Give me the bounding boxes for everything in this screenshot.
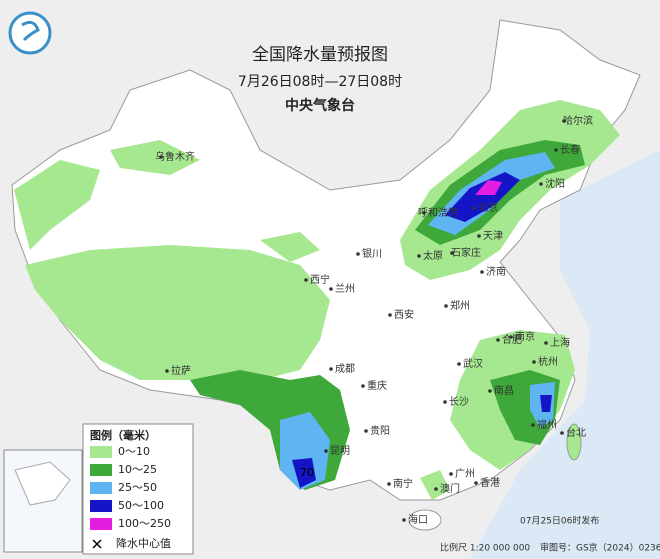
logo	[8, 11, 52, 55]
city-dot	[562, 119, 566, 123]
city-dot	[444, 304, 448, 308]
city-label: 长春	[560, 144, 580, 156]
city-dot	[304, 278, 308, 282]
city-label: 乌鲁木齐	[155, 150, 195, 163]
city-dot	[554, 148, 558, 152]
city-dot	[539, 182, 543, 186]
city-dot	[560, 431, 564, 435]
city-dot	[324, 449, 328, 453]
legend-swatch	[90, 500, 112, 512]
city-label: 太原	[423, 249, 443, 262]
city-label: 台北	[566, 426, 586, 439]
city-dot	[364, 429, 368, 433]
city-dot	[496, 338, 500, 342]
city-dot	[474, 481, 478, 485]
license: 审图号：GS京（2024）0236号	[540, 542, 660, 554]
inset-land	[14, 461, 71, 506]
city-dot	[388, 313, 392, 317]
city-label: 杭州	[538, 355, 558, 368]
city-label: 石家庄	[451, 246, 481, 259]
city-label: 郑州	[450, 299, 470, 312]
city-dot	[480, 270, 484, 274]
city-label: 南京	[515, 330, 535, 343]
city-label: 沈阳	[545, 177, 565, 190]
city-label: 天津	[483, 230, 503, 242]
legend-label: 0～10	[118, 445, 150, 458]
city-label: 银川	[362, 247, 382, 260]
legend-label: 50～100	[118, 499, 164, 512]
city-dot	[165, 369, 169, 373]
legend: 图例（毫米） 降水中心值 0～10 10～25 25～50 50～100 100～250	[82, 423, 194, 555]
city-label: 南宁	[393, 477, 413, 490]
city-dot	[159, 155, 163, 159]
city-label: 拉萨	[171, 364, 191, 377]
city-label: 哈尔滨	[563, 114, 593, 127]
city-label: 西宁	[310, 273, 330, 286]
logo-mark	[21, 20, 40, 42]
city-dot	[477, 234, 481, 238]
map-period: 7月26日08时—27日08时	[238, 74, 402, 90]
city-dot	[422, 211, 426, 215]
map-title: 全国降水量预报图	[252, 45, 388, 65]
city-label: 呼和浩特	[418, 207, 458, 219]
city-label: 西安	[394, 308, 414, 321]
city-label: 武汉	[463, 357, 483, 370]
legend-swatch	[90, 518, 112, 530]
legend-label: 10～25	[118, 463, 157, 476]
city-dot	[329, 367, 333, 371]
city-label: 兰州	[335, 282, 355, 295]
legend-swatch	[90, 482, 112, 494]
city-dot	[450, 251, 454, 255]
city-dot	[402, 518, 406, 522]
city-dot	[387, 482, 391, 486]
city-label: 成都	[335, 363, 355, 375]
city-dot	[443, 400, 447, 404]
city-label: 南昌	[494, 384, 514, 397]
city-dot	[532, 360, 536, 364]
city-dot	[457, 362, 461, 366]
legend-label: 25～50	[118, 481, 157, 494]
center-value: 70	[300, 466, 314, 479]
city-label: 上海	[550, 336, 570, 349]
city-label: 广州	[455, 468, 475, 480]
city-label: 北京	[478, 201, 498, 214]
city-label: 长沙	[449, 396, 469, 408]
legend-label: 100～250	[118, 517, 171, 530]
city-label: 合肥	[502, 333, 522, 346]
city-dot	[488, 389, 492, 393]
city-dot	[531, 423, 535, 427]
city-label: 澳门	[440, 482, 460, 495]
legend-box	[82, 423, 194, 555]
city-dot	[472, 206, 476, 210]
city-dot	[449, 472, 453, 476]
city-label: 昆明	[330, 445, 350, 457]
sea	[470, 150, 660, 559]
city-dot	[544, 341, 548, 345]
legend-center-label: 降水中心值	[116, 536, 171, 550]
city-dot	[417, 254, 421, 258]
city-label: 香港	[480, 477, 500, 489]
city-dot	[329, 287, 333, 291]
city-dot	[434, 487, 438, 491]
rain-areas	[14, 100, 620, 500]
city-dot	[356, 252, 360, 256]
city-dot	[509, 335, 513, 339]
city-label: 济南	[486, 265, 506, 278]
city-label: 重庆	[367, 379, 387, 392]
legend-swatch	[90, 464, 112, 476]
center-symbol	[92, 539, 102, 549]
legend-title: 图例（毫米）	[90, 428, 156, 442]
taiwan	[566, 423, 582, 461]
city-dot	[361, 384, 365, 388]
city-label: 福州	[537, 418, 557, 431]
scale: 比例尺 1:20 000 000	[440, 542, 530, 554]
map-issuer: 中央气象台	[285, 97, 355, 114]
city-label: 海口	[408, 513, 428, 526]
issued-time: 07月25日06时发布	[520, 515, 599, 527]
legend-swatch	[90, 446, 112, 458]
hainan	[408, 509, 442, 531]
city-label: 贵阳	[370, 424, 390, 437]
